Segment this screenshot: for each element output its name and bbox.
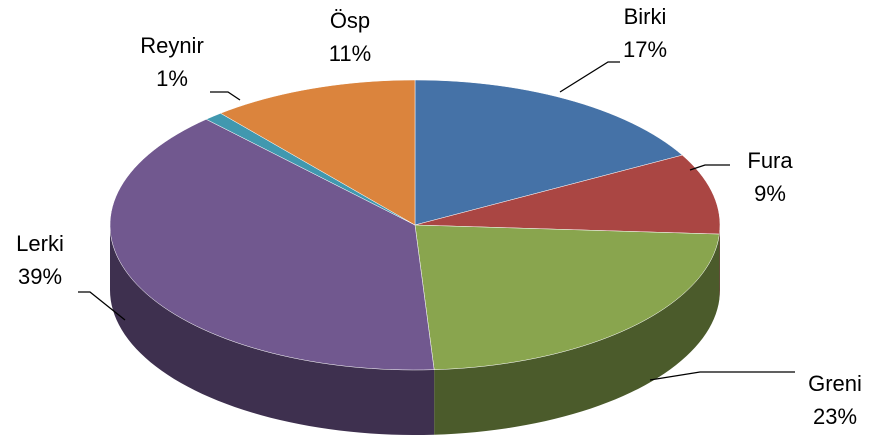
slice-label: Greni	[808, 371, 862, 396]
leader-line	[649, 371, 795, 381]
slice-value: 1%	[156, 66, 188, 91]
leader-line	[689, 164, 730, 171]
slice-label: Fura	[747, 148, 793, 173]
slice	[414, 79, 683, 226]
slice	[414, 154, 721, 235]
slice-label: Birki	[624, 4, 667, 29]
slice-side	[110, 225, 435, 435]
slice-side	[434, 234, 720, 435]
slice	[109, 119, 435, 371]
slice-value: 39%	[18, 264, 62, 289]
slice	[220, 79, 416, 226]
slice-value: 9%	[754, 181, 786, 206]
slice	[414, 224, 720, 370]
slice-label: Reynir	[140, 33, 204, 58]
leader-line	[559, 61, 620, 93]
slice-value: 11%	[329, 41, 371, 66]
slice-value: 17%	[623, 37, 667, 62]
slice-label: Ösp	[330, 8, 370, 33]
slice-value: 23%	[813, 404, 857, 429]
leader-line	[210, 91, 241, 101]
leader-line	[78, 291, 126, 321]
slice-side	[719, 225, 720, 300]
slice-label: Lerki	[16, 231, 64, 256]
